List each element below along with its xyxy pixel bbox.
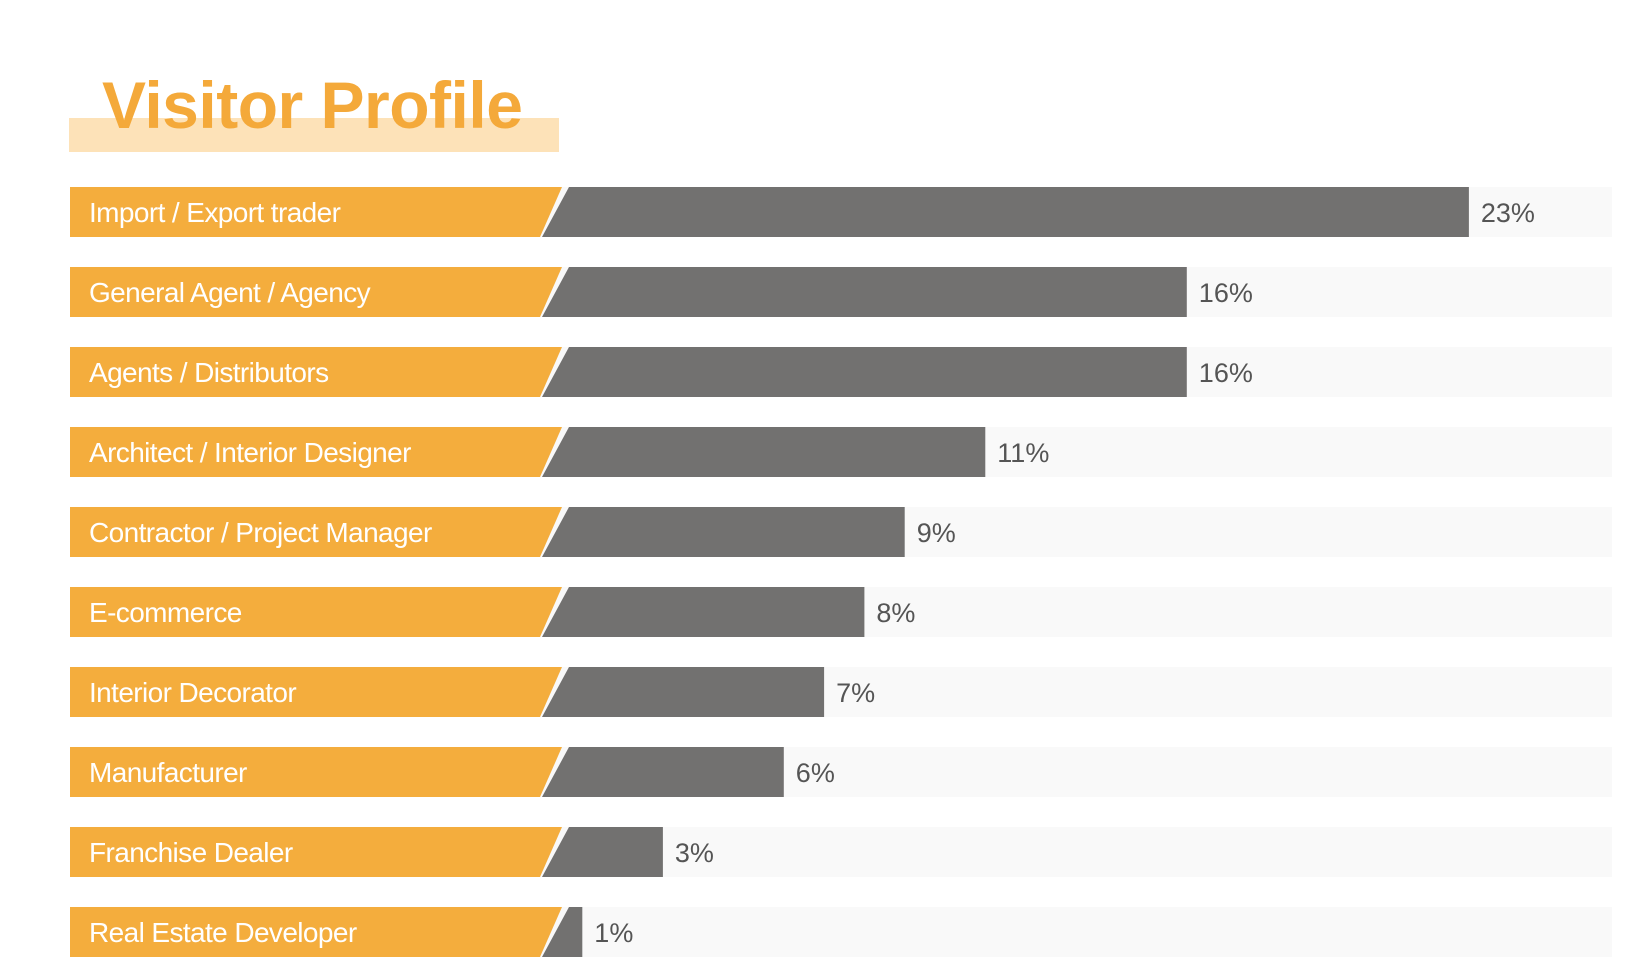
data-label: 3% — [675, 838, 714, 868]
value-bar — [542, 507, 905, 557]
category-label-bg — [70, 267, 562, 317]
chart-row: Import / Export trader 23% — [70, 187, 1612, 237]
category-label: Architect / Interior Designer — [89, 437, 411, 468]
chart-row: General Agent / Agency 16% — [70, 267, 1612, 317]
data-label: 16% — [1199, 358, 1253, 388]
value-bar — [542, 587, 865, 637]
category-label: Import / Export trader — [89, 197, 341, 228]
chart-row: Architect / Interior Designer 11% — [70, 427, 1612, 477]
category-label: General Agent / Agency — [89, 277, 371, 308]
value-bar — [542, 667, 825, 717]
value-bar — [542, 267, 1187, 317]
category-label: E-commerce — [89, 597, 242, 628]
category-label-bg — [70, 587, 562, 637]
chart-row: Manufacturer 6% — [70, 747, 1612, 797]
category-label: Real Estate Developer — [89, 917, 357, 948]
title-highlight-band — [69, 118, 559, 152]
chart-title: Visitor Profile — [102, 68, 523, 142]
category-label-bg — [70, 507, 562, 557]
data-label: 23% — [1481, 198, 1535, 228]
chart-title-block: Visitor Profile — [69, 64, 559, 152]
category-label-bg — [70, 347, 562, 397]
category-label: Franchise Dealer — [89, 837, 293, 868]
data-label: 8% — [876, 598, 915, 628]
category-label-bg — [70, 747, 562, 797]
chart-row: E-commerce 8% — [70, 587, 1612, 637]
data-label: 1% — [594, 918, 633, 948]
data-label: 11% — [997, 438, 1049, 468]
value-bar — [542, 427, 986, 477]
data-label: 9% — [917, 518, 956, 548]
category-label-bg — [70, 907, 562, 957]
category-label: Manufacturer — [89, 757, 247, 788]
value-bar — [542, 187, 1469, 237]
value-bar — [542, 347, 1187, 397]
chart-row: Real Estate Developer 1% — [70, 907, 1612, 957]
chart-row: Agents / Distributors 16% — [70, 347, 1612, 397]
data-label: 16% — [1199, 278, 1253, 308]
category-label-bg — [70, 827, 562, 877]
category-label-bg — [70, 427, 562, 477]
value-bar — [542, 747, 784, 797]
category-label-bg — [70, 667, 562, 717]
category-label-bg — [70, 187, 562, 237]
chart-row: Contractor / Project Manager 9% — [70, 507, 1612, 557]
data-label: 6% — [796, 758, 835, 788]
chart-row: Franchise Dealer 3% — [70, 827, 1612, 877]
value-bar — [542, 907, 583, 957]
category-label: Contractor / Project Manager — [89, 517, 432, 548]
category-label: Agents / Distributors — [89, 357, 329, 388]
category-label: Interior Decorator — [89, 677, 296, 708]
chart-row: Interior Decorator 7% — [70, 667, 1612, 717]
value-bar — [542, 827, 663, 877]
data-label: 7% — [836, 678, 875, 708]
